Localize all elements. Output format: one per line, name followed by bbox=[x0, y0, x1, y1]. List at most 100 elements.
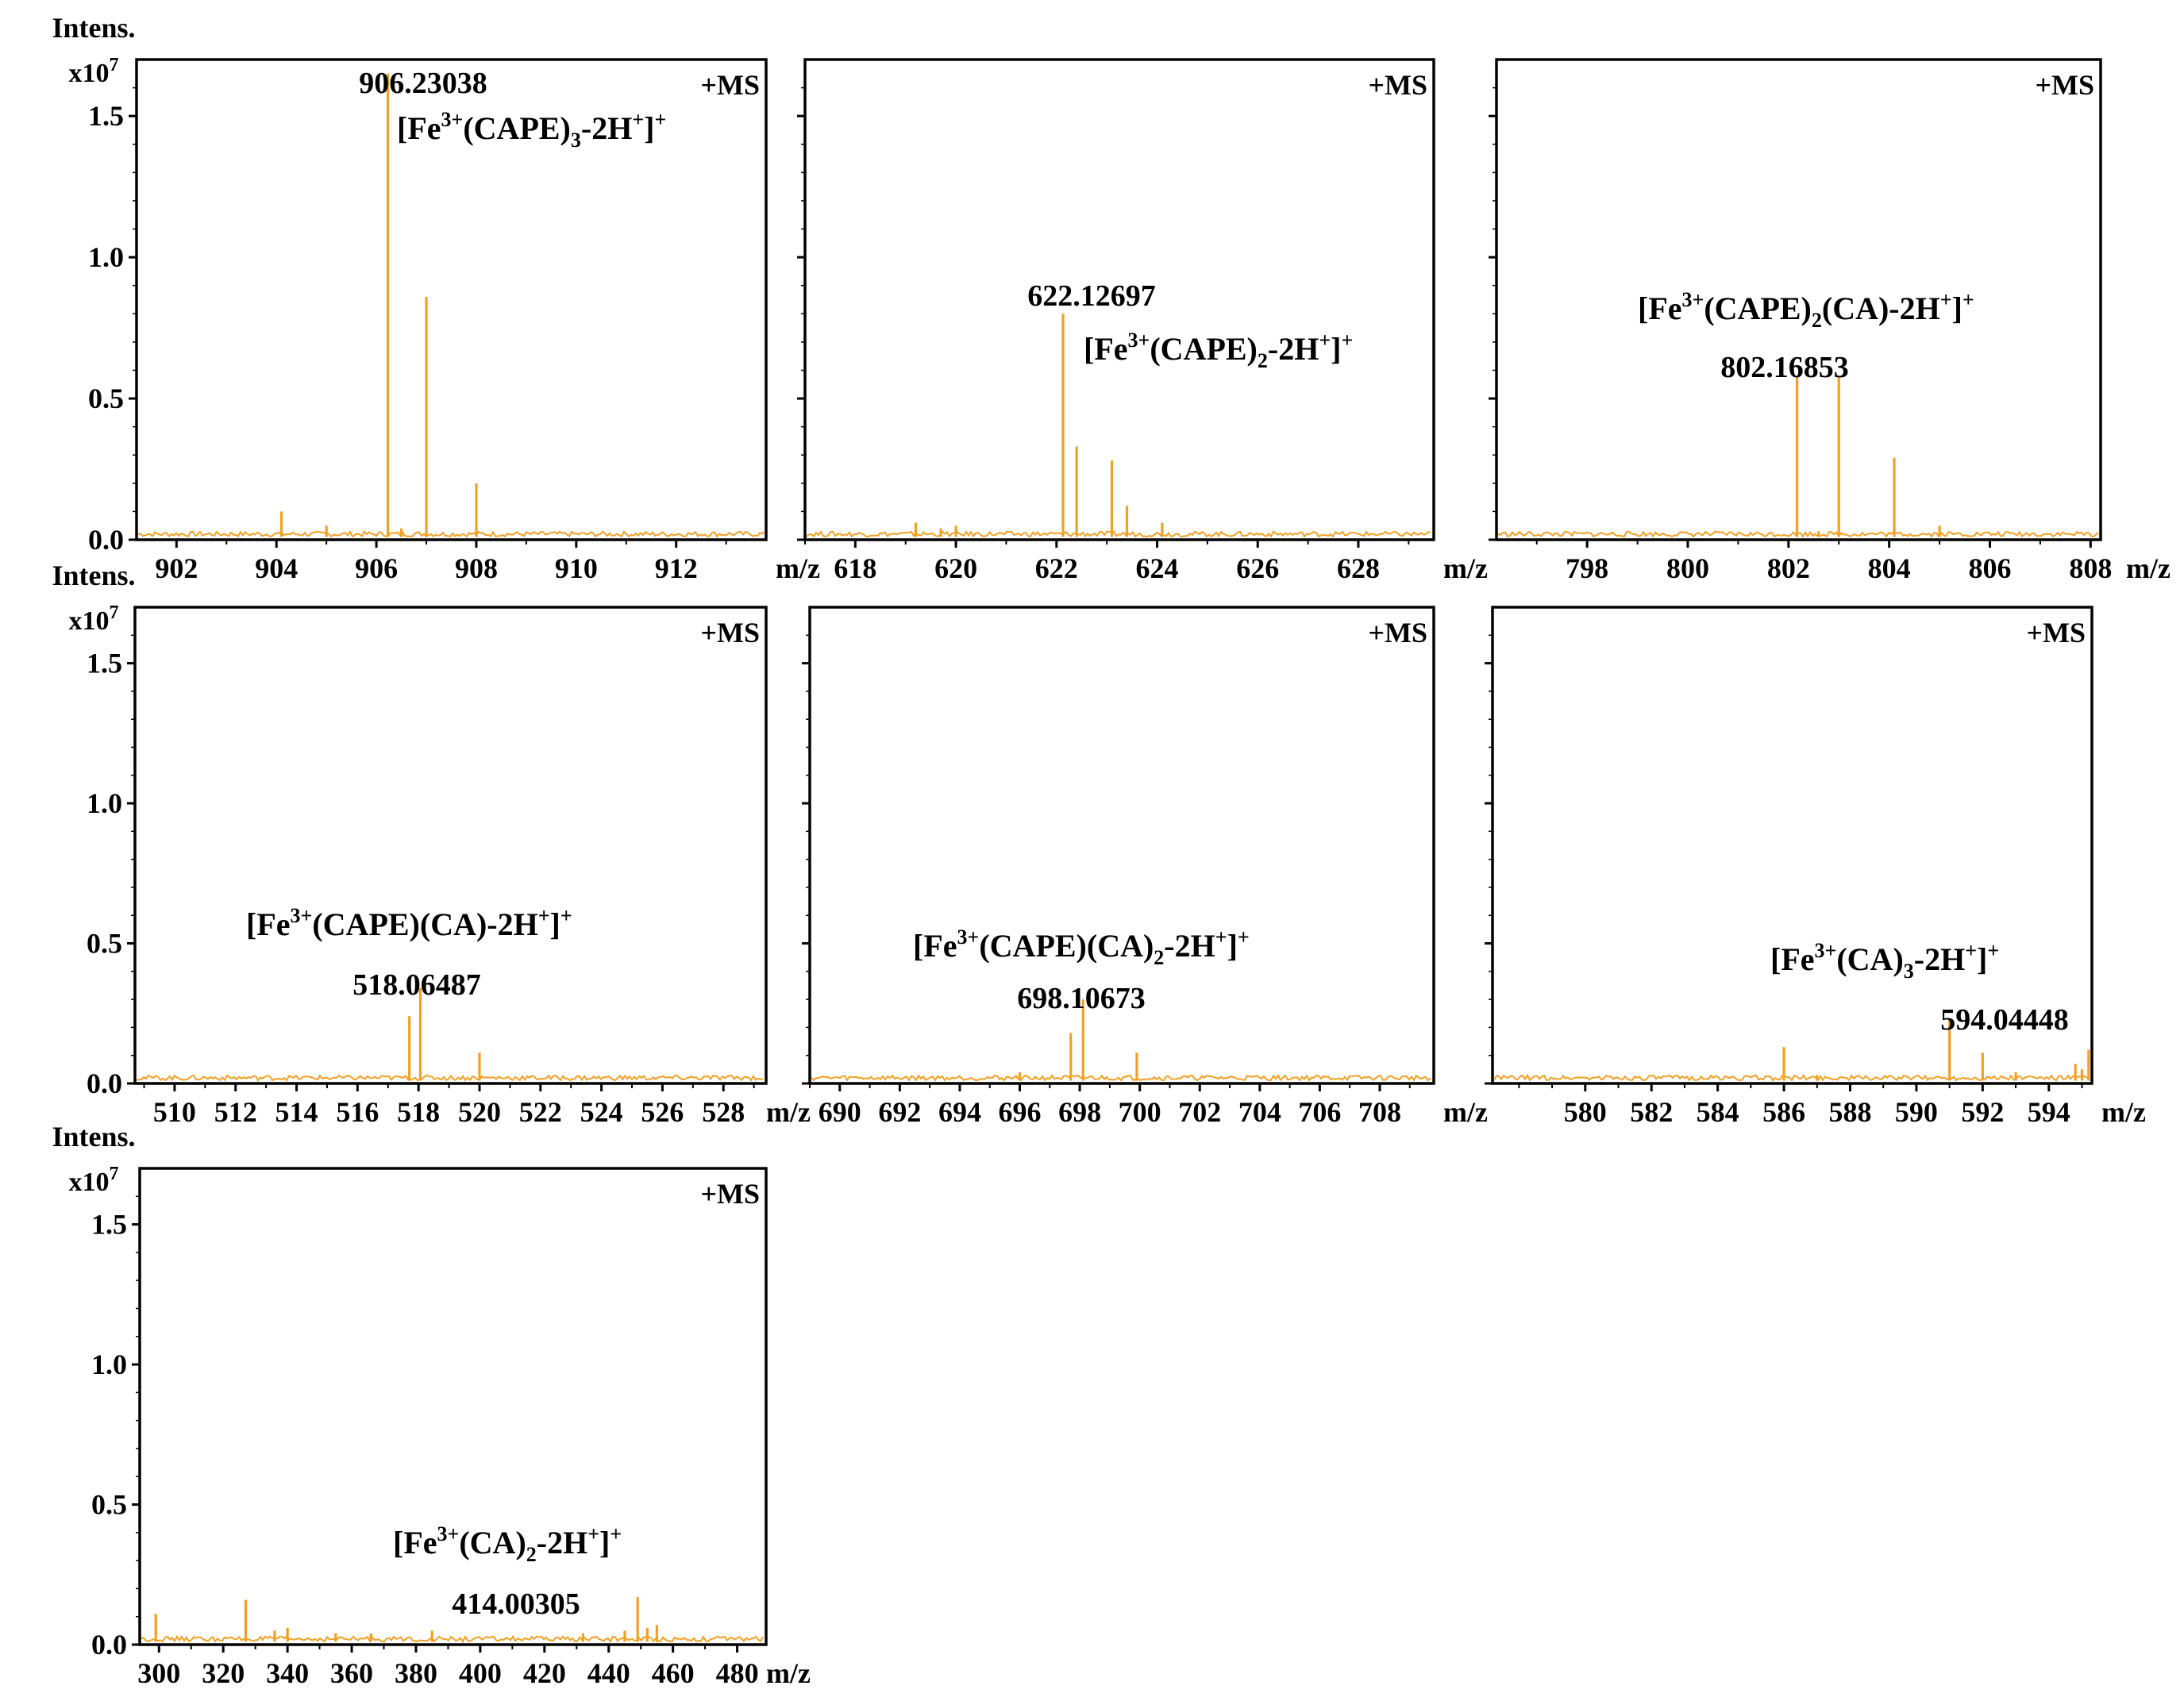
x-tick-label: 320 bbox=[202, 1657, 245, 1689]
formula-part: [Fe bbox=[1084, 331, 1128, 367]
x-tick-label: 514 bbox=[275, 1096, 318, 1128]
formula-superscript: + bbox=[632, 108, 644, 131]
y-scale-exponent: 7 bbox=[110, 1164, 119, 1184]
ms-mode-label: +MS bbox=[700, 69, 760, 101]
y-tick-label: 1.5 bbox=[88, 100, 124, 132]
ms-mode-label: +MS bbox=[2026, 617, 2086, 648]
formula-superscript: 3+ bbox=[291, 904, 313, 927]
plot-frame bbox=[808, 606, 1435, 1085]
y-tick-label: 0.5 bbox=[88, 383, 124, 414]
x-axis-unit-label: m/z bbox=[2126, 552, 2171, 584]
formula-part: ] bbox=[644, 110, 654, 146]
x-axis-unit-label: m/z bbox=[2101, 1096, 2146, 1128]
spectrum-panel-row2-col2: 690 692 694 696 698 700 702 704 706 708 m/z +MS 698.… bbox=[802, 606, 1488, 1128]
y-axis-title: Intens. bbox=[52, 560, 135, 591]
formula-part: ] bbox=[599, 1525, 610, 1560]
formula-part: ] bbox=[1977, 941, 1987, 977]
x-tick-label: 690 bbox=[819, 1096, 861, 1128]
x-axis-unit-label: m/z bbox=[776, 552, 820, 584]
formula-subscript: 3 bbox=[571, 129, 581, 152]
baseline-noise bbox=[806, 530, 1431, 538]
formula-part: -2H bbox=[1914, 941, 1965, 977]
formula-part: -2H bbox=[537, 1525, 587, 1560]
formula-subscript: 2 bbox=[1154, 946, 1164, 969]
x-tick-label: 808 bbox=[2069, 552, 2112, 584]
formula-superscript: + bbox=[1215, 925, 1227, 949]
baseline-noise bbox=[136, 1074, 764, 1082]
ms-mode-label: +MS bbox=[2035, 69, 2094, 101]
formula-subscript: 3 bbox=[1904, 960, 1914, 983]
formula-part: [Fe bbox=[1770, 941, 1815, 977]
plot-frame bbox=[1491, 606, 2093, 1085]
baseline-noise bbox=[1493, 1073, 2090, 1082]
ion-formula-annotation: [Fe3+(CAPE)2-2H+]+ bbox=[1084, 329, 1353, 372]
plot-frame bbox=[133, 606, 768, 1085]
baseline-noise bbox=[141, 1634, 764, 1644]
x-tick-label: 592 bbox=[1961, 1096, 2004, 1128]
baseline-noise bbox=[137, 529, 765, 538]
formula-superscript: + bbox=[1341, 329, 1353, 352]
formula-superscript: + bbox=[1965, 939, 1977, 962]
x-tick-label: 908 bbox=[455, 552, 498, 584]
ion-formula-annotation: [Fe3+(CA)3-2H+]+ bbox=[1770, 939, 1999, 983]
x-axis-unit-label: m/z bbox=[1443, 1096, 1488, 1128]
x-tick-label: 624 bbox=[1136, 552, 1179, 584]
x-tick-label: 340 bbox=[266, 1657, 309, 1689]
spectrum-panel-row1-col1: 902 904 906 908 910 912 m/z 0.0 0.5 1.0 1.5 Intens.… bbox=[52, 12, 820, 584]
formula-superscript: + bbox=[610, 1522, 622, 1545]
y-tick-label: 0.0 bbox=[88, 524, 124, 556]
formula-part: (CAPE)(CA)-2H bbox=[312, 906, 537, 942]
formula-superscript: + bbox=[1987, 939, 1999, 962]
x-tick-label: 912 bbox=[655, 552, 698, 584]
peak-mz-label: 594.04448 bbox=[1940, 1003, 2069, 1037]
formula-superscript: 3+ bbox=[1815, 939, 1837, 962]
x-tick-label: 904 bbox=[255, 552, 298, 584]
formula-superscript: + bbox=[1238, 925, 1250, 949]
peak-mz-label: 698.10673 bbox=[1017, 982, 1146, 1015]
formula-superscript: + bbox=[1940, 288, 1952, 311]
peak-mz-label: 414.00305 bbox=[452, 1587, 580, 1621]
formula-superscript: 3+ bbox=[957, 925, 980, 949]
x-tick-label: 460 bbox=[652, 1657, 695, 1689]
y-tick-label: 1.5 bbox=[87, 648, 122, 679]
x-tick-label: 590 bbox=[1895, 1096, 1938, 1128]
formula-superscript: + bbox=[654, 108, 666, 131]
x-tick-label: 524 bbox=[580, 1096, 623, 1128]
x-tick-label: 526 bbox=[641, 1096, 684, 1128]
formula-superscript: 3+ bbox=[1682, 288, 1704, 311]
x-tick-label: 692 bbox=[878, 1096, 921, 1128]
spectrum-panel-row1-col2: 618 620 622 624 626 628 m/z +MS 622.12697 [Fe3+(C… bbox=[797, 58, 1488, 584]
x-tick-label: 700 bbox=[1119, 1096, 1161, 1128]
formula-part: [Fe bbox=[393, 1525, 437, 1560]
formula-part: -2H bbox=[1268, 331, 1319, 367]
x-tick-label: 696 bbox=[999, 1096, 1042, 1128]
x-tick-label: 698 bbox=[1058, 1096, 1101, 1128]
x-tick-label: 512 bbox=[214, 1096, 257, 1128]
x-tick-label: 522 bbox=[519, 1096, 562, 1128]
x-tick-label: 618 bbox=[834, 552, 876, 584]
ms-mode-label: +MS bbox=[700, 1178, 760, 1210]
formula-part: [Fe bbox=[246, 906, 291, 942]
plot-frame bbox=[803, 58, 1435, 541]
formula-superscript: + bbox=[1963, 288, 1974, 311]
y-axis-scale: x107 bbox=[69, 1164, 119, 1197]
y-tick-label: 0.5 bbox=[91, 1489, 127, 1521]
y-scale-base: x10 bbox=[69, 59, 110, 88]
spectrum-panel-row2-col1: 510 512 514 516 518 520 522 524 526 528 m/z 0.0 0.5 1… bbox=[52, 560, 811, 1128]
peak-mz-label: 906.23038 bbox=[359, 67, 487, 100]
x-axis-unit-label: m/z bbox=[1443, 552, 1488, 584]
x-tick-label: 802 bbox=[1767, 552, 1810, 584]
x-tick-label: 420 bbox=[523, 1657, 566, 1689]
formula-superscript: + bbox=[538, 904, 550, 927]
ms-mode-label: +MS bbox=[1368, 617, 1427, 648]
spectrum-panel-row1-col3: 798 800 802 804 806 808 m/z+MS802.16853[Fe3+(C… bbox=[1489, 58, 2171, 584]
x-tick-label: 622 bbox=[1035, 552, 1078, 584]
x-tick-label: 626 bbox=[1236, 552, 1279, 584]
spectrum-panel-row2-col3: 580 582 584 586 588 590 592 594 m/z +MS 594.04448 [… bbox=[1485, 606, 2146, 1128]
x-tick-label: 704 bbox=[1238, 1096, 1281, 1128]
y-tick-label: 1.0 bbox=[87, 787, 122, 819]
y-tick-label: 0.0 bbox=[91, 1629, 127, 1660]
x-axis-unit-label: m/z bbox=[766, 1096, 811, 1128]
x-tick-label: 510 bbox=[153, 1096, 196, 1128]
x-tick-label: 518 bbox=[397, 1096, 440, 1128]
